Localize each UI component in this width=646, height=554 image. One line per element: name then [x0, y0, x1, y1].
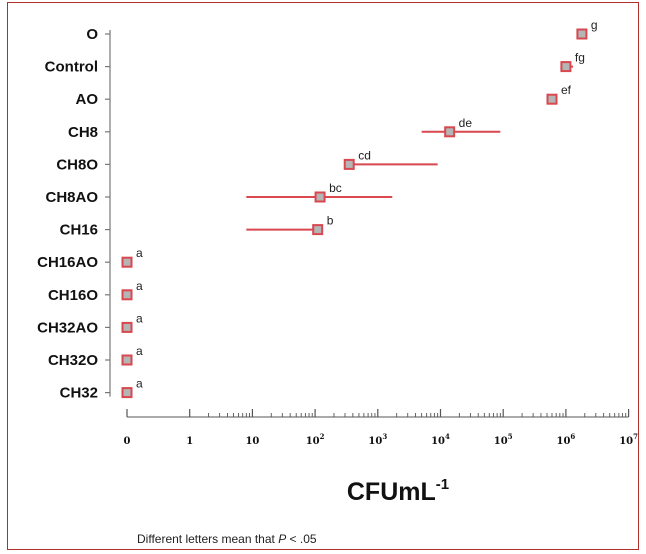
- data-point-marker: [546, 93, 558, 105]
- category-label: Control: [45, 59, 98, 76]
- data-point-marker: [312, 224, 324, 236]
- category-label: CH8AO: [45, 189, 98, 206]
- significance-letter: a: [136, 246, 143, 260]
- category-label: CH16: [60, 222, 98, 239]
- category-label: AO: [76, 91, 99, 108]
- x-axis-title: CFUmL-1: [347, 476, 449, 506]
- significance-letter: fg: [575, 51, 585, 65]
- significance-letter: a: [136, 279, 143, 293]
- category-label: CH16O: [48, 287, 98, 304]
- significance-letter: g: [591, 18, 598, 32]
- significance-letter: cd: [358, 148, 371, 162]
- category-label: CH32AO: [37, 319, 98, 336]
- data-point-marker: [121, 289, 133, 301]
- data-point-marker: [121, 256, 133, 268]
- figure-frame: [7, 2, 639, 550]
- x-tick-label: 10: [245, 436, 259, 447]
- x-tick-label: 107: [619, 432, 638, 447]
- data-point-marker: [314, 191, 326, 203]
- x-tick-label: 103: [368, 432, 387, 447]
- data-point-marker: [121, 354, 133, 366]
- x-tick-label: 104: [431, 432, 450, 447]
- x-tick-label: 106: [557, 432, 576, 447]
- significance-letter: b: [327, 214, 334, 228]
- x-tick-label: 102: [306, 432, 325, 447]
- data-point-marker: [576, 28, 588, 40]
- category-label: CH8O: [56, 156, 98, 173]
- data-markers: [121, 28, 588, 399]
- significance-letter: a: [136, 344, 143, 358]
- x-axis: 0 1 10 102 103 104 105 106 107: [124, 409, 638, 447]
- data-point-marker: [343, 158, 355, 170]
- significance-letter: a: [136, 311, 143, 325]
- category-label: CH16AO: [37, 254, 98, 271]
- data-point-marker: [121, 321, 133, 333]
- significance-letter: bc: [329, 181, 342, 195]
- category-label: O: [86, 26, 98, 43]
- category-label: CH32: [60, 385, 98, 402]
- data-point-marker: [444, 126, 456, 138]
- significance-letter: ef: [561, 83, 572, 97]
- category-label: CH32O: [48, 352, 98, 369]
- data-point-marker: [121, 387, 133, 399]
- significance-letters: g fg ef de cd bc b a a a a a: [136, 18, 598, 391]
- x-tick-label: 0: [124, 436, 131, 447]
- significance-letter: de: [459, 116, 473, 130]
- y-axis: O Control AO CH8 CH8O CH8AO CH16 CH16AO CH16O CH3…: [37, 26, 111, 402]
- significance-letter: a: [136, 377, 143, 391]
- category-label: CH8: [68, 124, 98, 141]
- footnote: Different letters mean that P < .05: [137, 532, 317, 546]
- data-point-marker: [560, 61, 572, 73]
- x-tick-label: 1: [186, 436, 193, 447]
- error-bars: [246, 65, 574, 231]
- x-tick-label: 105: [494, 432, 513, 447]
